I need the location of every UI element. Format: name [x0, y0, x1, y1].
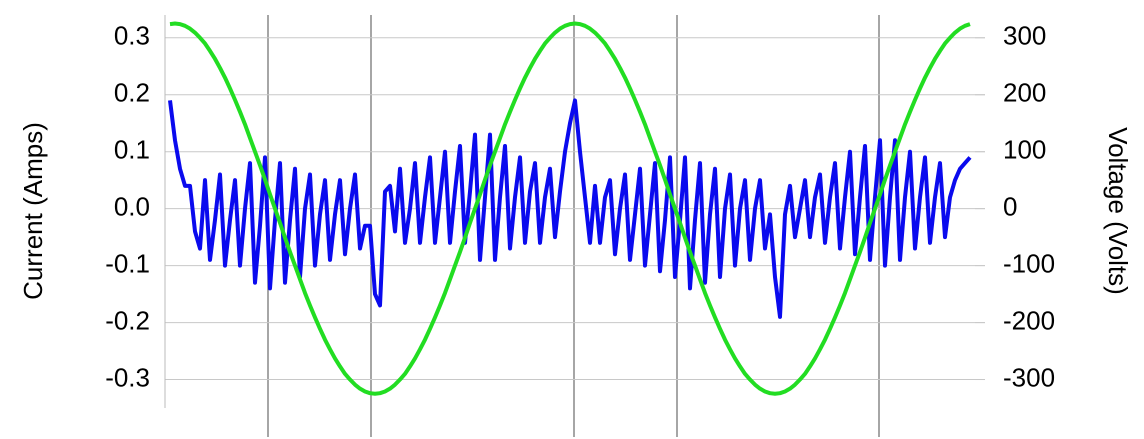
y-tick-label: -0.2 — [105, 305, 150, 335]
series-line — [168, 98, 972, 319]
y-tick-label: -0.3 — [105, 362, 150, 392]
y-tick-label: -0.1 — [105, 248, 150, 278]
y-tick-label: 0.1 — [114, 135, 150, 165]
series-line — [169, 21, 971, 396]
vertical-lines — [267, 15, 880, 437]
y2-tick-label: 200 — [1003, 78, 1046, 108]
y2-tick-label: -200 — [1003, 305, 1055, 335]
y2-tick-label: 0 — [1003, 192, 1017, 222]
y2-tick-label: -100 — [1003, 248, 1055, 278]
y2-tick-label: -300 — [1003, 362, 1055, 392]
y-axis-title: Current (Amps) — [18, 122, 48, 300]
y2-axis-title: Voltage (Volts) — [1103, 127, 1133, 295]
y2-tick-label: 300 — [1003, 21, 1046, 51]
y-tick-label: 0.0 — [114, 192, 150, 222]
y-tick-label: 0.2 — [114, 78, 150, 108]
y-tick-label: 0.3 — [114, 21, 150, 51]
y2-tick-label: 100 — [1003, 135, 1046, 165]
